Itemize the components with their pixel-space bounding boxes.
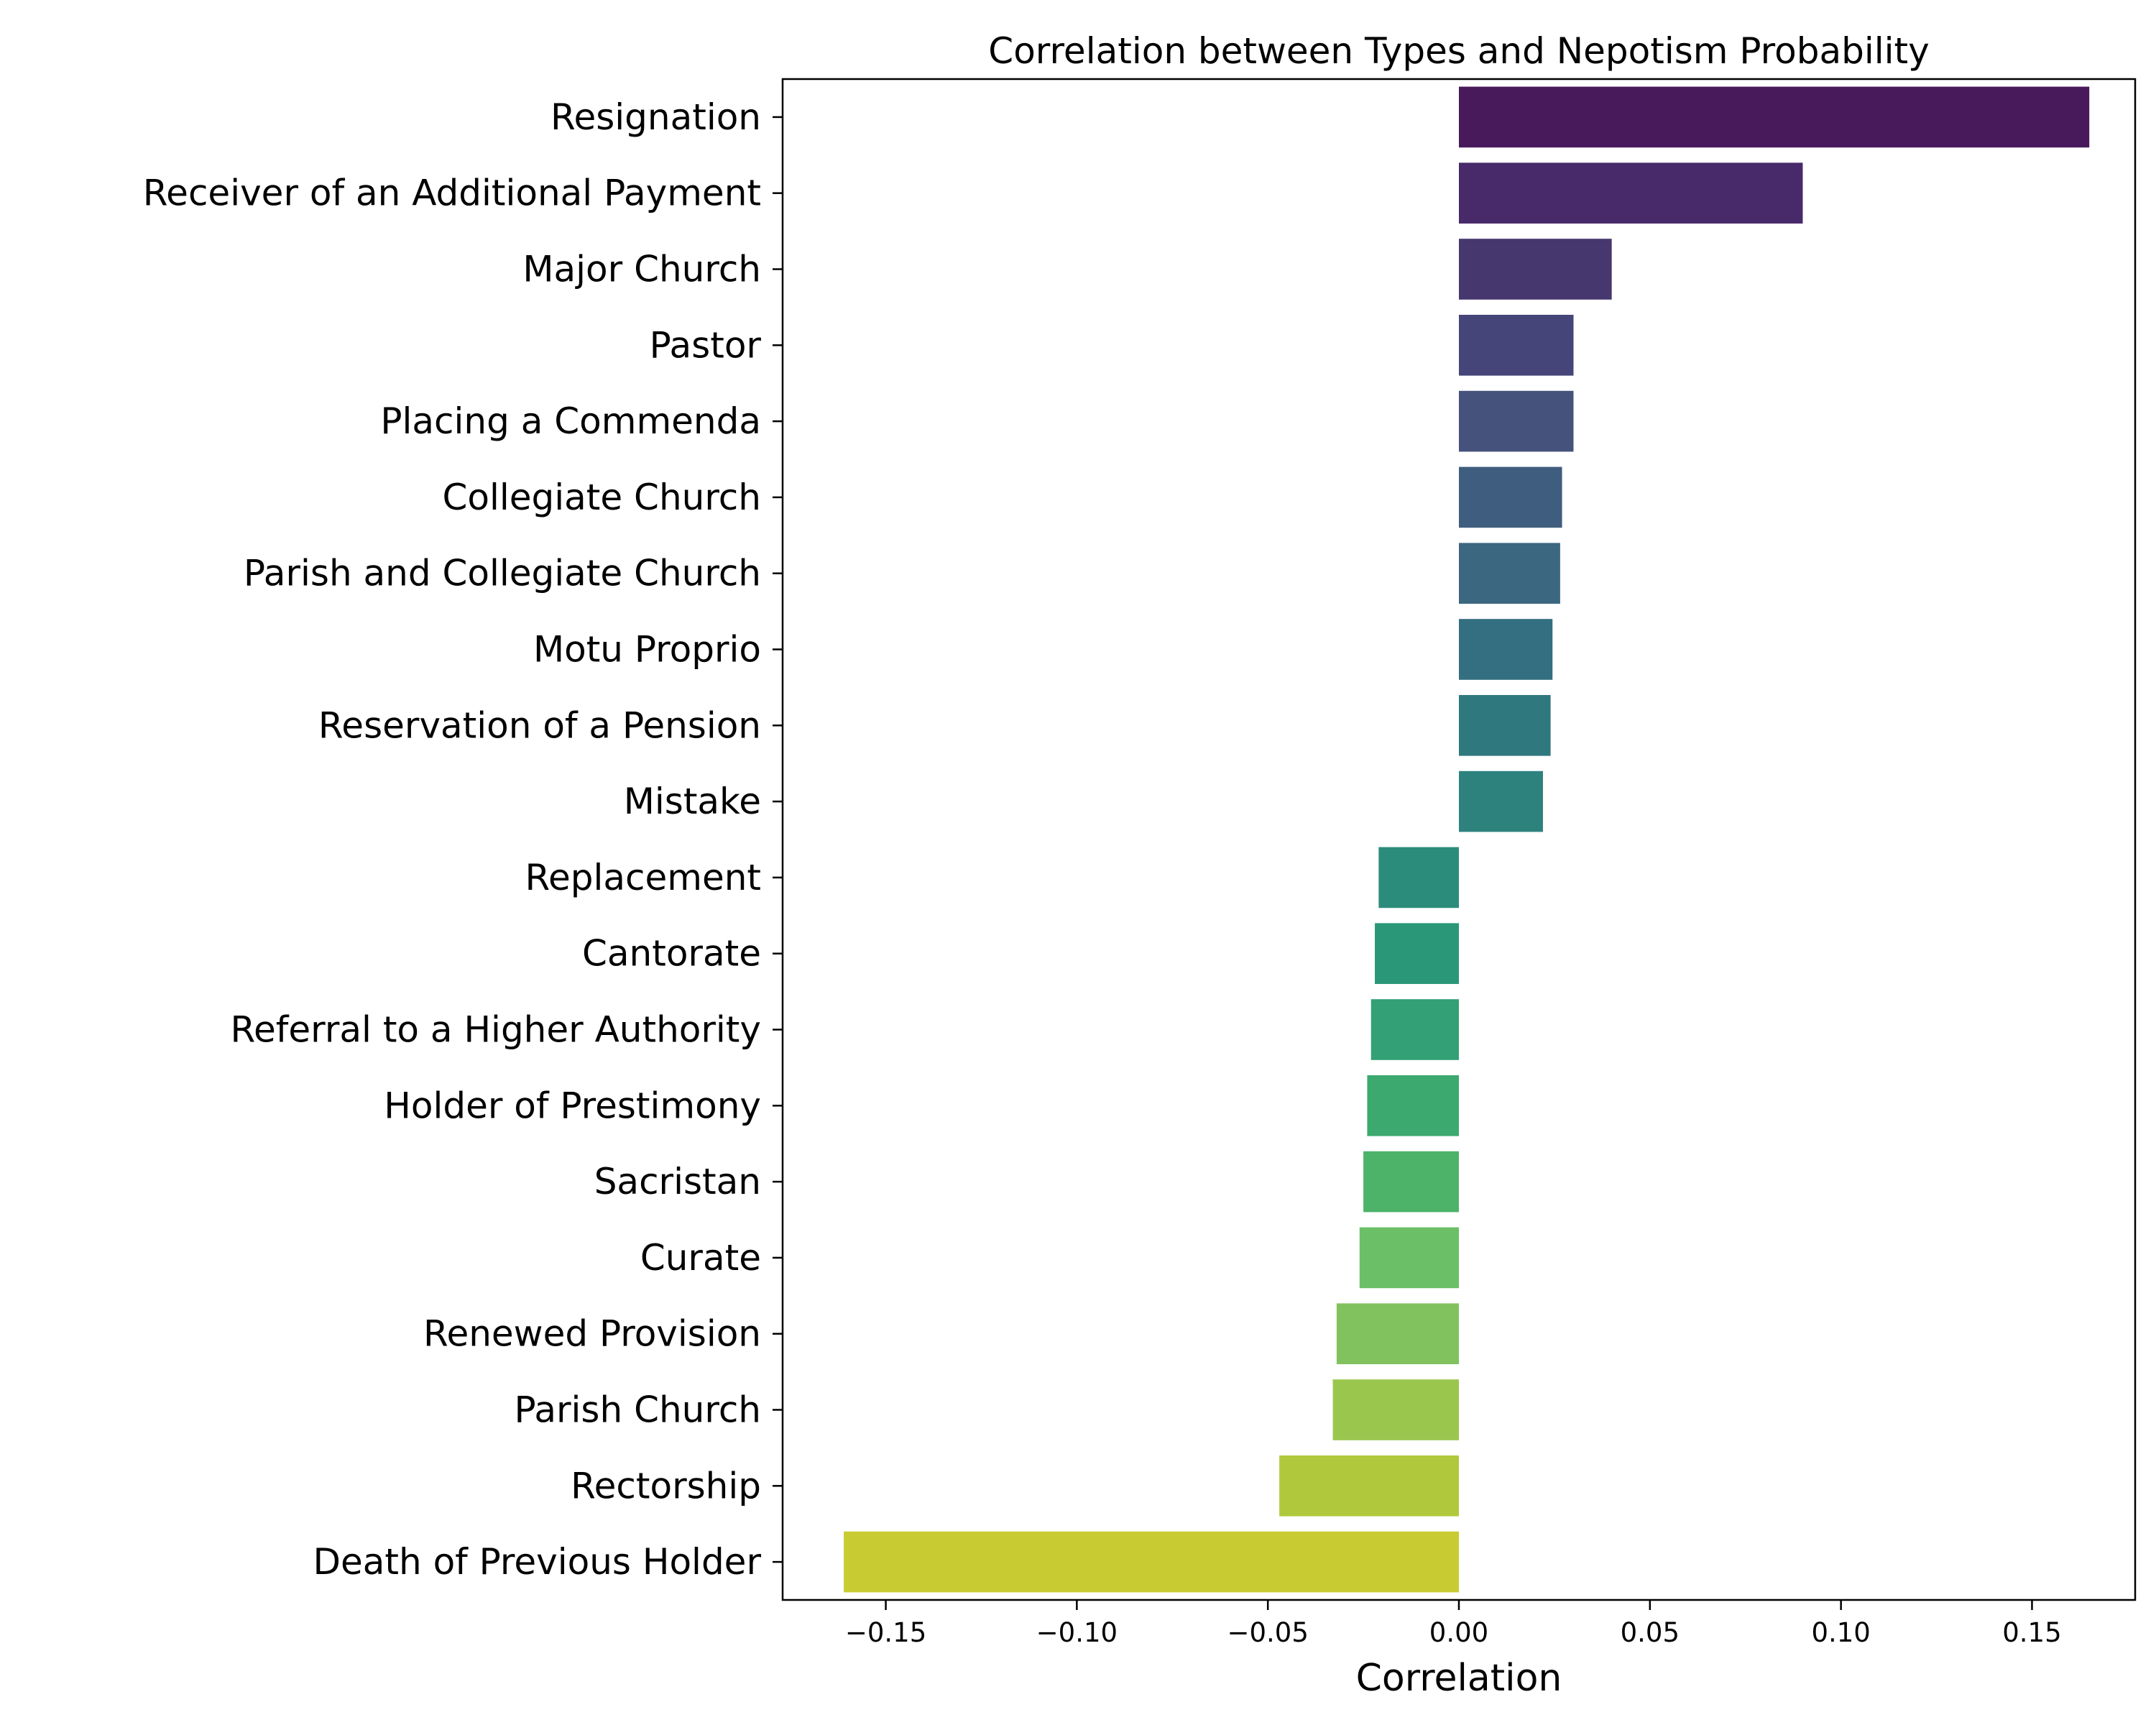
y-tick-label: Cantorate (582, 933, 761, 975)
bar-major-church (1459, 239, 1612, 300)
bar-renewed-provision (1336, 1303, 1459, 1365)
x-tick-label: −0.15 (845, 1617, 926, 1648)
y-tick-label: Pastor (650, 324, 762, 366)
y-tick-label: Receiver of an Additional Payment (143, 172, 761, 214)
bar-resignation (1459, 86, 2090, 148)
bar-receiver-of-an-additional-payment (1459, 162, 1803, 224)
x-tick-label: −0.10 (1036, 1617, 1118, 1648)
y-tick-label: Rectorship (571, 1465, 761, 1506)
y-tick-label: Major Church (522, 249, 761, 290)
x-ticks: −0.15 −0.10 −0.05 0.00 0.05 0.10 0.15 (845, 1600, 2062, 1648)
plot-frame (781, 78, 2137, 1601)
y-tick-labels: Resignation Receiver of an Additional Pay… (143, 96, 783, 1583)
y-tick-label: Parish and Collegiate Church (244, 553, 761, 594)
bar-death-of-previous-holder (844, 1531, 1459, 1593)
bar-motu-proprio (1459, 619, 1553, 680)
bar-replacement (1378, 847, 1459, 908)
x-tick-label: −0.05 (1227, 1617, 1308, 1648)
bar-cantorate (1375, 923, 1459, 985)
bar-holder-of-prestimony (1367, 1075, 1459, 1136)
y-tick-label: Reservation of a Pension (318, 704, 761, 746)
x-tick-label: 0.00 (1429, 1617, 1488, 1648)
x-axis-label: Correlation (1356, 1657, 1562, 1700)
y-tick-label: Replacement (525, 857, 761, 898)
y-tick-label: Death of Previous Holder (313, 1541, 761, 1583)
x-tick-label: 0.15 (2002, 1617, 2061, 1648)
y-tick-label: Mistake (624, 781, 761, 822)
bar-referral-to-a-higher-authority (1370, 999, 1459, 1060)
y-tick-label: Sacristan (594, 1161, 761, 1202)
y-tick-label: Curate (640, 1237, 761, 1279)
bar-mistake (1459, 770, 1543, 832)
bar-pastor (1459, 314, 1574, 376)
y-tick-label: Resignation (550, 96, 761, 138)
y-tick-label: Referral to a Higher Authority (231, 1009, 761, 1051)
chart-title: Correlation between Types and Nepotism P… (988, 30, 1929, 72)
x-tick-label: 0.05 (1621, 1617, 1680, 1648)
bar-curate (1359, 1227, 1459, 1289)
y-tick-label: Holder of Prestimony (384, 1085, 761, 1126)
bar-sacristan (1363, 1151, 1459, 1213)
y-tick-label: Motu Proprio (533, 629, 761, 671)
y-tick-label: Collegiate Church (442, 477, 761, 518)
y-tick-label: Renewed Provision (423, 1313, 761, 1355)
bar-parish-church (1332, 1379, 1459, 1440)
bar-rectorship (1279, 1455, 1459, 1517)
y-tick-label: Placing a Commenda (380, 400, 761, 442)
bar-placing-a-commenda (1459, 390, 1574, 452)
y-tick-label: Parish Church (514, 1389, 761, 1431)
x-tick-label: 0.10 (1811, 1617, 1870, 1648)
bar-reservation-of-a-pension (1459, 694, 1551, 756)
bar-parish-and-collegiate-church (1459, 543, 1560, 604)
bars-group (844, 86, 2090, 1593)
bar-collegiate-church (1459, 466, 1562, 528)
